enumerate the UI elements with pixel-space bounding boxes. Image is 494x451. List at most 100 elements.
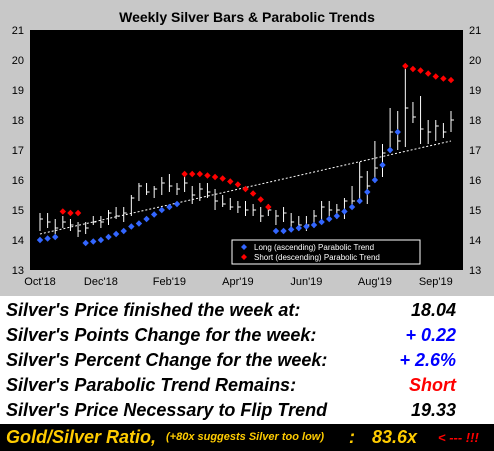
- legend-box: [231, 239, 421, 265]
- short-parabolic-point: [409, 65, 417, 73]
- x-tick-label: Sep'19: [419, 276, 453, 288]
- long-parabolic-point: [128, 223, 135, 230]
- stat-row-percent: Silver's Percent Change for the week: + …: [6, 350, 494, 373]
- long-parabolic-point: [333, 212, 341, 220]
- stat-label-price: Silver's Price finished the week at:: [6, 300, 301, 320]
- y-tick-label-left: 20: [12, 55, 24, 67]
- y-tick-label-left: 18: [12, 115, 24, 127]
- stat-value-price: 18.04: [410, 300, 456, 320]
- y-tick-label-right: 14: [469, 235, 481, 247]
- ratio-flag: < --- !!!: [438, 430, 479, 445]
- short-parabolic-point: [447, 76, 455, 84]
- long-parabolic-point: [318, 218, 325, 226]
- legend-marker: [241, 254, 247, 260]
- short-parabolic-point: [74, 209, 82, 217]
- y-tick-label-left: 16: [12, 175, 24, 187]
- y-tick-label-right: 20: [469, 55, 481, 67]
- y-tick-label-right: 21: [469, 25, 481, 37]
- short-parabolic-point: [181, 170, 188, 178]
- long-parabolic-point: [90, 238, 97, 245]
- long-parabolic-point: [158, 206, 165, 214]
- short-parabolic-point: [219, 175, 226, 182]
- stat-value-percent: + 2.6%: [399, 350, 456, 370]
- long-parabolic-point: [386, 146, 394, 154]
- x-tick-label: Aug'19: [358, 276, 392, 288]
- gold-silver-ratio-row: Gold/Silver Ratio, (+80x suggests Silver…: [0, 424, 494, 451]
- short-parabolic-point: [249, 190, 257, 197]
- short-parabolic-point: [227, 178, 234, 185]
- long-parabolic-point: [36, 236, 44, 244]
- long-parabolic-point: [310, 221, 318, 229]
- long-parabolic-point: [272, 227, 280, 235]
- short-parabolic-point: [211, 173, 219, 181]
- stat-row-points: Silver's Points Change for the week: + 0…: [6, 325, 494, 348]
- long-parabolic-point: [135, 220, 143, 227]
- short-parabolic-point: [67, 209, 74, 217]
- long-parabolic-point: [326, 215, 333, 223]
- y-tick-label-right: 15: [469, 205, 481, 217]
- long-parabolic-point: [303, 223, 310, 230]
- long-parabolic-point: [356, 197, 363, 205]
- long-parabolic-point: [105, 233, 112, 241]
- long-parabolic-point: [394, 128, 401, 136]
- long-parabolic-point: [287, 226, 295, 233]
- ratio-label: Gold/Silver Ratio,: [6, 427, 157, 447]
- short-parabolic-point: [242, 185, 249, 193]
- short-parabolic-point: [257, 196, 264, 203]
- short-parabolic-point: [440, 75, 447, 82]
- short-parabolic-point: [196, 170, 204, 178]
- long-parabolic-point: [379, 161, 386, 169]
- x-tick-label: Apr'19: [222, 276, 253, 288]
- legend-label: Short (descending) Parabolic Trend: [254, 253, 380, 262]
- long-parabolic-point: [364, 188, 371, 196]
- y-tick-label-left: 19: [12, 85, 24, 97]
- long-parabolic-point: [44, 235, 51, 242]
- long-parabolic-point: [280, 227, 287, 235]
- long-parabolic-point: [341, 208, 348, 215]
- short-parabolic-point: [432, 73, 439, 80]
- stat-row-price: Silver's Price finished the week at: 18.…: [6, 300, 494, 323]
- long-parabolic-point: [82, 239, 89, 247]
- long-parabolic-point: [348, 203, 356, 211]
- short-parabolic-point: [402, 62, 409, 70]
- short-parabolic-point: [59, 208, 67, 215]
- legend-marker: [241, 244, 247, 250]
- long-parabolic-point: [120, 227, 127, 235]
- stat-value-points: + 0.22: [405, 325, 456, 345]
- chart-panel: Weekly Silver Bars & Parabolic Trends 21 2…: [0, 0, 494, 296]
- stat-value-flip: 19.33: [410, 400, 456, 420]
- stat-label-points: Silver's Points Change for the week:: [6, 325, 317, 345]
- y-tick-label-left: 15: [12, 205, 24, 217]
- y-tick-label-left: 14: [12, 235, 24, 247]
- y-tick-label-right: 17: [469, 145, 481, 157]
- long-parabolic-point: [52, 233, 59, 241]
- long-parabolic-point: [150, 211, 158, 218]
- y-tick-label-left: 21: [12, 25, 24, 37]
- y-tick-label-left: 13: [12, 265, 24, 277]
- long-parabolic-point: [371, 176, 379, 184]
- ratio-colon: :: [349, 427, 355, 447]
- x-tick-label: Jun'19: [290, 276, 322, 288]
- legend-label: Long (ascending) Parabolic Trend: [254, 243, 374, 252]
- short-parabolic-point: [204, 172, 211, 179]
- stat-row-trend: Silver's Parabolic Trend Remains: Short: [6, 375, 494, 398]
- short-parabolic-point: [424, 70, 432, 77]
- short-parabolic-point: [417, 67, 424, 74]
- y-tick-label-right: 16: [469, 175, 481, 187]
- long-parabolic-point: [143, 215, 150, 223]
- y-tick-label-left: 17: [12, 145, 24, 157]
- stat-row-flip: Silver's Price Necessary to Flip Trend 1…: [6, 400, 494, 423]
- long-parabolic-point: [112, 230, 120, 238]
- short-parabolic-point: [189, 170, 196, 178]
- ratio-note: (+80x suggests Silver too low): [166, 431, 325, 443]
- x-tick-label: Dec'18: [84, 276, 118, 288]
- y-tick-label-right: 19: [469, 85, 481, 97]
- stat-label-percent: Silver's Percent Change for the week:: [6, 350, 328, 370]
- stat-label-flip: Silver's Price Necessary to Flip Trend: [6, 400, 328, 420]
- long-parabolic-point: [97, 236, 105, 244]
- chart-title: Weekly Silver Bars & Parabolic Trends: [119, 9, 375, 25]
- y-tick-label-right: 18: [469, 115, 481, 127]
- short-parabolic-point: [234, 181, 242, 188]
- stat-value-trend: Short: [409, 375, 456, 395]
